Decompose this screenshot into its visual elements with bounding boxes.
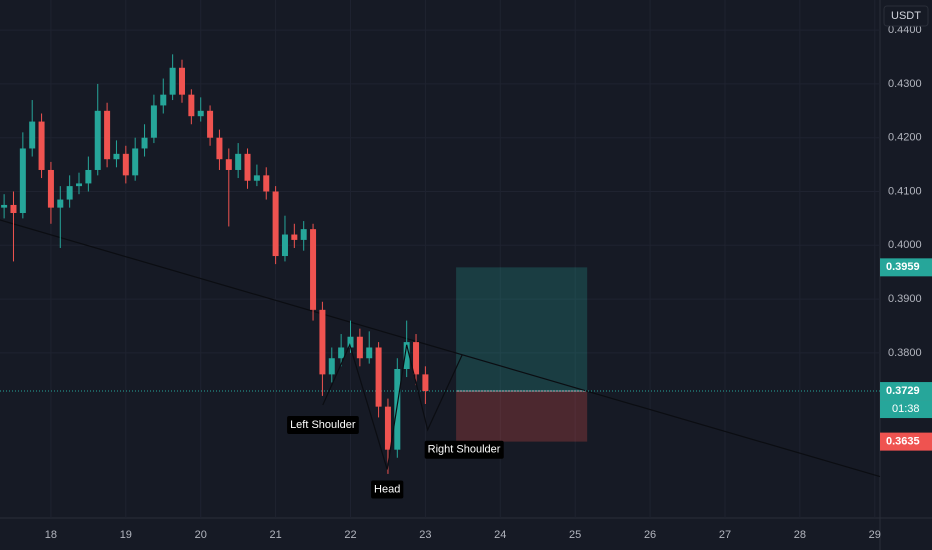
candle-body: [347, 336, 354, 348]
candle-body: [413, 342, 420, 375]
x-tick-label: 28: [794, 529, 806, 541]
annotation: Right Shoulder: [424, 440, 504, 459]
price-tag-box: [880, 432, 932, 451]
candle-body: [375, 347, 382, 407]
y-tick-label: 0.4300: [888, 78, 922, 90]
candle-body: [188, 94, 195, 117]
unit-label: USDT: [891, 10, 921, 22]
target-zone: [456, 267, 588, 392]
candle-body: [356, 336, 363, 359]
candle-body: [328, 358, 335, 375]
candle-body: [384, 406, 391, 450]
candle-body: [29, 121, 36, 149]
price-tag: 0.3959: [886, 261, 920, 273]
candle-body: [66, 186, 73, 200]
annotation-label: Head: [374, 483, 400, 495]
y-tick-label: 0.4400: [888, 24, 922, 36]
x-tick-label: 26: [644, 529, 656, 541]
y-tick-label: 0.4100: [888, 185, 922, 197]
candle-body: [178, 67, 185, 95]
x-tick-label: 24: [494, 529, 506, 541]
unit-box: [883, 5, 929, 27]
price-tag: 0.3635: [886, 436, 920, 448]
candle-body: [235, 153, 242, 170]
countdown-box: [880, 400, 932, 419]
candle-body: [310, 229, 317, 310]
candle-body: [94, 110, 101, 170]
candle-body: [169, 67, 176, 95]
x-tick-label: 19: [120, 529, 132, 541]
candle-body: [85, 169, 92, 184]
annotation: Left Shoulder: [287, 415, 359, 434]
candle-body: [281, 234, 288, 257]
price-tag-box: [880, 258, 932, 277]
candle-body: [113, 153, 120, 160]
x-tick-label: 21: [269, 529, 281, 541]
y-tick-label: 0.3800: [888, 347, 922, 359]
x-tick-label: 23: [419, 529, 431, 541]
candle-body: [19, 148, 26, 214]
y-tick-label: 0.4200: [888, 132, 922, 144]
candle-body: [272, 191, 279, 257]
annotation-label: Left Shoulder: [290, 419, 356, 431]
pattern-line: [322, 343, 463, 470]
stop-zone: [456, 391, 588, 442]
candle-body: [225, 159, 232, 170]
candle-body: [366, 347, 373, 359]
annotation-box: [371, 480, 404, 499]
y-tick-label: 0.4000: [888, 239, 922, 251]
y-tick-label: 0.3900: [888, 293, 922, 305]
candle-body: [319, 309, 326, 375]
candle-body: [38, 121, 45, 170]
candle-body: [338, 347, 345, 359]
candle-body: [132, 148, 139, 176]
x-tick-label: 27: [719, 529, 731, 541]
last-price-tag-box: [880, 382, 932, 401]
x-tick-label: 18: [45, 529, 57, 541]
candle-body: [216, 137, 223, 160]
candle-body: [244, 153, 251, 181]
annotation-box: [424, 440, 504, 459]
candle-body: [300, 229, 307, 240]
candle-body: [160, 94, 167, 106]
candle-body: [47, 169, 54, 208]
last-price-tag: 0.3729: [886, 385, 920, 397]
candle-body: [207, 110, 214, 138]
candle-body: [122, 153, 129, 176]
candle-body: [394, 369, 401, 450]
candle-body: [403, 342, 410, 370]
annotation-box: [287, 415, 359, 434]
candle-body: [150, 105, 157, 138]
candle-body: [104, 110, 111, 160]
candle-body: [422, 374, 429, 392]
candle-body: [253, 175, 260, 181]
candle-body: [76, 183, 83, 187]
candle-body: [1, 204, 8, 208]
x-tick-label: 20: [195, 529, 207, 541]
x-tick-label: 22: [344, 529, 356, 541]
candle-body: [263, 175, 270, 192]
x-tick-label: 25: [569, 529, 581, 541]
candle-body: [10, 204, 17, 214]
candle-body: [141, 137, 148, 149]
candle-body: [291, 234, 298, 240]
trendline: [0, 219, 881, 478]
annotation-label: Right Shoulder: [428, 444, 501, 456]
x-tick-label: 29: [869, 529, 881, 541]
countdown: 01:38: [892, 403, 920, 415]
candle-body: [197, 110, 204, 117]
candle-body: [57, 199, 64, 208]
annotation: Head: [371, 480, 404, 499]
